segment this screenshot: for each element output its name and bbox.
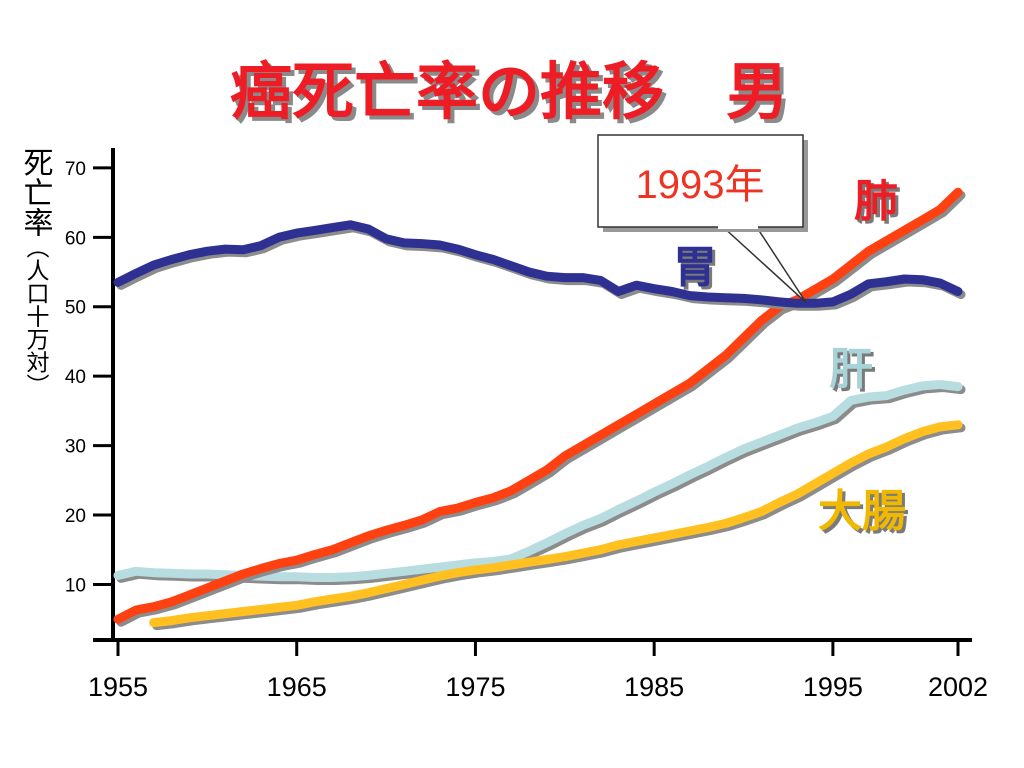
- x-tick-label: 2002: [928, 672, 988, 702]
- series-label-shadow-2: 肺: [857, 179, 901, 230]
- chart-title-group: 癌死亡率の推移 男 癌死亡率の推移 男: [230, 55, 792, 132]
- series-line-4: [149, 420, 963, 628]
- callout-mask: [718, 224, 758, 229]
- y-tick-label: 20: [65, 506, 86, 527]
- series-label-2: 肺: [854, 176, 898, 227]
- y-tick-label: 10: [65, 575, 86, 596]
- callout-text: 1993年: [636, 163, 765, 207]
- series-label-shadow-1: 胃: [676, 245, 720, 296]
- series-shadow-1: [116, 223, 966, 311]
- y-tick-label: 70: [65, 159, 86, 180]
- y-axis-label-main: 死亡率: [18, 147, 53, 237]
- x-tick-label: 1975: [445, 672, 505, 702]
- series-label-1: 胃: [673, 242, 717, 293]
- y-tick-label: 60: [65, 228, 86, 249]
- callout-box: [597, 134, 804, 228]
- series-label-4: 大腸: [818, 486, 906, 537]
- axes: [93, 148, 972, 642]
- y-axis-label-sub: （人口十万対）: [22, 236, 50, 397]
- series-line-2: [113, 187, 963, 624]
- series-line-1: [113, 220, 963, 308]
- chart-title-shadow: 癌死亡率の推移 男: [234, 59, 792, 132]
- y-axis-label: 死亡率 （人口十万対）: [18, 147, 53, 397]
- x-ticks: 1955 1965 1975 1985 1995 2002: [88, 640, 988, 702]
- callout-pointer: [721, 225, 807, 304]
- callout: 1993年: [597, 134, 808, 304]
- x-tick-label: 1995: [803, 672, 863, 702]
- y-tick-label: 50: [65, 298, 86, 319]
- series-label-3: 肝: [829, 344, 873, 395]
- series-label-shadow-4: 大腸: [821, 489, 909, 540]
- y-tick-label: 40: [65, 367, 86, 388]
- y-ticks: 10 20 30 40 50 60 70: [65, 159, 113, 596]
- series-label-shadow-3: 肝: [832, 347, 876, 398]
- x-tick-label: 1955: [88, 672, 148, 702]
- chart-title: 癌死亡率の推移 男: [230, 55, 788, 128]
- y-tick-label: 30: [65, 437, 86, 458]
- x-tick-label: 1985: [624, 672, 684, 702]
- series-group: [113, 187, 966, 631]
- x-tick-label: 1965: [267, 672, 327, 702]
